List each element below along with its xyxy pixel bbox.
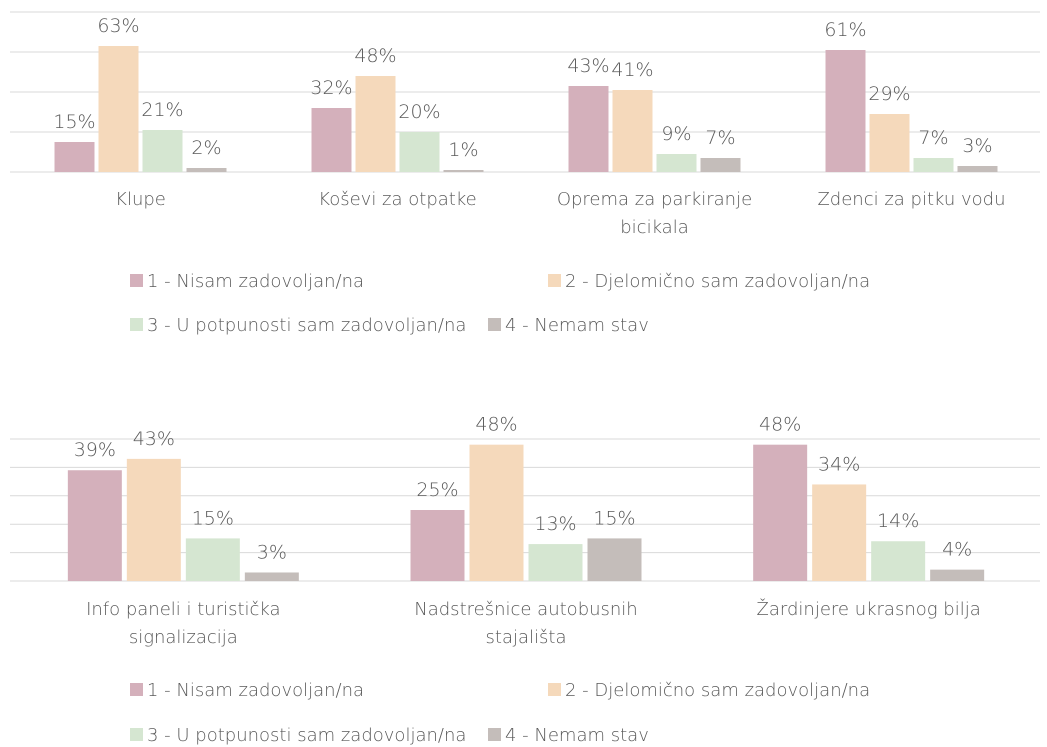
data-label: 7% [918,127,948,149]
legend-swatch [130,728,143,741]
data-label: 13% [534,513,576,535]
data-label: 32% [310,77,352,99]
x-tick-label: Zdenci za pitku vodu [817,189,1006,210]
bar [913,158,954,172]
data-label: 61% [824,19,866,41]
data-label: 7% [705,127,735,149]
data-label: 41% [611,59,653,81]
data-label: 15% [53,111,95,133]
data-label: 14% [877,510,919,532]
data-label: 20% [398,101,440,123]
bar [957,166,998,172]
bar [98,46,139,172]
data-label: 21% [141,99,183,121]
legend-swatch [130,318,143,331]
x-tick-label: Koševi za otpatke [318,189,477,210]
x-tick-label: Nadstrešnice autobusnih stajališta [414,599,638,648]
legend-swatch [548,683,561,696]
bar [443,170,484,172]
bar [185,538,240,581]
bar [930,569,985,581]
bar [355,76,396,172]
data-label: 48% [475,414,517,436]
legend-label: 4 - Nemam stav [505,315,649,336]
data-label: 29% [868,83,910,105]
data-label: 48% [759,414,801,436]
x-tick-label: Žardinjere ukrasnog bilja [756,599,981,620]
legend-swatch [130,274,143,287]
bar [869,114,910,172]
bar [825,50,866,172]
bar [54,142,95,172]
legend-label: 4 - Nemam stav [505,725,649,746]
legend-swatch [548,274,561,287]
bar [587,538,642,581]
x-tick-label: Info paneli i turistička signalizacija [86,599,281,648]
bar [410,510,465,581]
legend-label: 1 - Nisam zadovoljan/na [147,680,365,701]
bar [126,458,181,581]
bar [700,158,741,172]
data-label: 15% [192,507,234,529]
data-label: 4% [942,539,972,561]
data-label: 25% [416,479,458,501]
bar [612,90,653,172]
x-tick-label: Oprema za parkiranje bicikala [556,189,753,238]
legend-label: 3 - U potpunosti sam zadovoljan/na [147,725,467,746]
bar [469,444,524,581]
legend-label: 2 - Djelomično sam zadovoljan/na [565,680,871,701]
bar [871,541,926,581]
data-label: 3% [257,541,287,563]
data-label: 2% [191,137,221,159]
legend-item: 3 - U potpunosti sam zadovoljan/na [130,315,466,337]
legend-swatch [130,683,143,696]
legend-item: 1 - Nisam zadovoljan/na [130,680,364,702]
bar [528,544,583,581]
legend-swatch [488,318,501,331]
bar [399,132,440,172]
data-label: 48% [354,45,396,67]
bar [67,470,122,581]
data-label: 63% [97,15,139,37]
x-tick-label: Klupe [115,189,166,210]
legend-item: 2 - Djelomično sam zadovoljan/na [548,680,870,702]
legend-item: 4 - Nemam stav [488,315,649,337]
legend-label: 3 - U potpunosti sam zadovoljan/na [147,315,467,336]
data-label: 39% [74,439,116,461]
legend-item: 2 - Djelomično sam zadovoljan/na [548,271,870,293]
data-label: 9% [661,123,691,145]
bar [186,168,227,172]
legend-label: 2 - Djelomično sam zadovoljan/na [565,271,871,292]
legend-item: 3 - U potpunosti sam zadovoljan/na [130,725,466,747]
bar [568,86,609,172]
legend-item: 4 - Nemam stav [488,725,649,747]
data-label: 1% [448,139,478,161]
legend-item: 1 - Nisam zadovoljan/na [130,271,364,293]
data-label: 43% [567,55,609,77]
legend-label: 1 - Nisam zadovoljan/na [147,271,365,292]
data-label: 34% [818,453,860,475]
data-label: 43% [133,428,175,450]
bar [812,484,867,581]
bar [753,444,808,581]
legend-swatch [488,728,501,741]
bar [244,572,299,581]
data-label: 15% [593,507,635,529]
data-label: 3% [962,135,992,157]
bar [656,154,697,172]
bar [142,130,183,172]
bar [311,108,352,172]
